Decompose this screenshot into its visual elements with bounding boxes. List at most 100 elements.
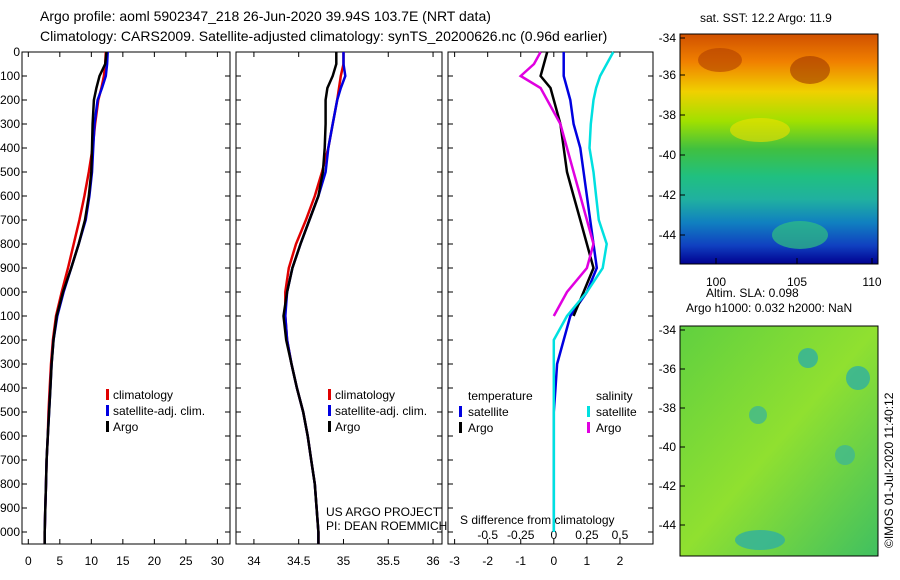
legend-temp-satellite: satellite	[468, 405, 509, 419]
series-line-temperature-argo	[539, 51, 595, 317]
map-x-tick-label: 110	[862, 275, 881, 289]
x-tick-label: 34	[247, 554, 261, 568]
depth-tick-label: 100	[0, 69, 20, 83]
sst-map-patch	[790, 56, 830, 84]
x-tick-label: 1	[584, 554, 591, 568]
legend-swatch-climatology	[328, 389, 331, 400]
map-y-tick-label: -42	[659, 479, 677, 493]
legend-swatch-temp-argo	[459, 422, 462, 433]
depth-tick-label: 800	[0, 237, 20, 251]
depth-tick-label: 400	[0, 141, 20, 155]
sst-map	[679, 33, 879, 265]
depth-tick-label: 1300	[0, 357, 20, 371]
legend-climatology: climatology	[113, 388, 173, 402]
map-y-tick-label: -36	[659, 68, 677, 82]
depth-tick-label: 1000	[0, 285, 20, 299]
sla-eddy	[835, 445, 855, 465]
depth-tick-label: 300	[0, 117, 20, 131]
s-diff-tick-label: 0.25	[575, 528, 599, 542]
x-tick-label: 5	[56, 554, 63, 568]
series-line-argo	[43, 51, 108, 544]
s-diff-tick-label: 0.5	[612, 528, 629, 542]
salinity-panel-frame	[235, 51, 443, 545]
depth-tick-label: 1500	[0, 405, 20, 419]
sla-eddy	[749, 406, 767, 424]
title-line-2: Climatology: CARS2009. Satellite-adjuste…	[40, 28, 608, 44]
legend-swatch-satellite	[328, 405, 331, 416]
legend-swatch-argo	[328, 421, 331, 432]
depth-tick-label: 1400	[0, 381, 20, 395]
sla-map-title-2: Argo h1000: 0.032 h2000: NaN	[686, 301, 852, 315]
depth-tick-label: 1200	[0, 333, 20, 347]
map-y-tick-label: -42	[659, 188, 677, 202]
depth-tick-label: 0	[13, 45, 20, 59]
x-tick-label: 30	[211, 554, 225, 568]
legend-swatch-sal-argo	[587, 422, 590, 433]
x-tick-label: 35.5	[377, 554, 401, 568]
chart-marks: 0100200300400500600700800900100011001200…	[0, 31, 882, 568]
legend-argo: Argo	[113, 420, 139, 434]
credit-project: US ARGO PROJECT	[326, 505, 441, 519]
x-tick-label: 35	[337, 554, 351, 568]
x-tick-label: 34.5	[287, 554, 311, 568]
series-line-salinity-argo	[518, 51, 595, 317]
s-diff-tick-label: 0	[550, 528, 557, 542]
credit-pi: PI: DEAN ROEMMICH	[326, 519, 447, 533]
map-y-tick-label: -40	[659, 440, 677, 454]
legend-satellite-adj: satellite-adj. clim.	[335, 404, 427, 418]
sst-map-patch	[730, 118, 790, 142]
legend-swatch-argo	[106, 421, 109, 432]
legend-sal-satellite: satellite	[596, 405, 637, 419]
x-tick-label: 10	[85, 554, 99, 568]
x-tick-label: 2	[617, 554, 624, 568]
x-tick-label: 15	[116, 554, 130, 568]
legend-argo: Argo	[335, 420, 361, 434]
legend-swatch-climatology	[106, 389, 109, 400]
sla-map-title-1: Altim. SLA: 0.098	[706, 286, 799, 300]
map-x-tick-label: 105	[787, 275, 807, 289]
map-y-tick-label: -34	[659, 323, 677, 337]
sla-eddy	[798, 348, 818, 368]
map-y-tick-label: -38	[659, 108, 677, 122]
series-line-argo	[282, 52, 338, 544]
sst-map-title: sat. SST: 12.2 Argo: 11.9	[700, 11, 832, 25]
s-diff-tick-label: -0.5	[477, 528, 498, 542]
s-diff-tick-label: -0.25	[507, 528, 535, 542]
x-tick-label: 25	[179, 554, 193, 568]
legend-temp-argo: Argo	[468, 421, 494, 435]
legend-sal-argo: Argo	[596, 421, 622, 435]
title-line-1: Argo profile: aoml 5902347_218 26-Jun-20…	[40, 8, 491, 24]
depth-tick-label: 900	[0, 261, 20, 275]
sla-eddy	[735, 530, 785, 550]
legend-header-temperature: temperature	[468, 389, 533, 403]
x-tick-label: 20	[148, 554, 162, 568]
legend-header-salinity: salinity	[596, 389, 633, 403]
legend-swatch-sal-satellite	[587, 406, 590, 417]
sst-map-patch	[698, 48, 742, 72]
legend-climatology: climatology	[335, 388, 395, 402]
depth-tick-label: 600	[0, 189, 20, 203]
x-tick-label: 0	[550, 554, 557, 568]
depth-tick-label: 200	[0, 93, 20, 107]
x-tick-label: -1	[515, 554, 526, 568]
depth-tick-label: 2000	[0, 525, 20, 539]
map-x-tick-label: 100	[706, 275, 726, 289]
sla-map	[679, 325, 879, 557]
map-y-tick-label: -36	[659, 362, 677, 376]
timestamp: ©IMOS 01-Jul-2020 11:40:12	[882, 392, 896, 548]
sla-eddy	[846, 366, 870, 390]
x-tick-label: 36	[426, 554, 440, 568]
depth-tick-label: 1700	[0, 453, 20, 467]
map-y-tick-label: -44	[659, 228, 677, 242]
depth-tick-label: 1100	[0, 309, 20, 323]
map-y-tick-label: -40	[659, 148, 677, 162]
depth-tick-label: 1600	[0, 429, 20, 443]
depth-tick-label: 1900	[0, 501, 20, 515]
x-tick-label: -2	[482, 554, 493, 568]
map-y-tick-label: -38	[659, 401, 677, 415]
x-tick-label: -3	[449, 554, 460, 568]
sst-map-patch	[772, 221, 828, 249]
depth-tick-label: 500	[0, 165, 20, 179]
depth-tick-label: 1800	[0, 477, 20, 491]
